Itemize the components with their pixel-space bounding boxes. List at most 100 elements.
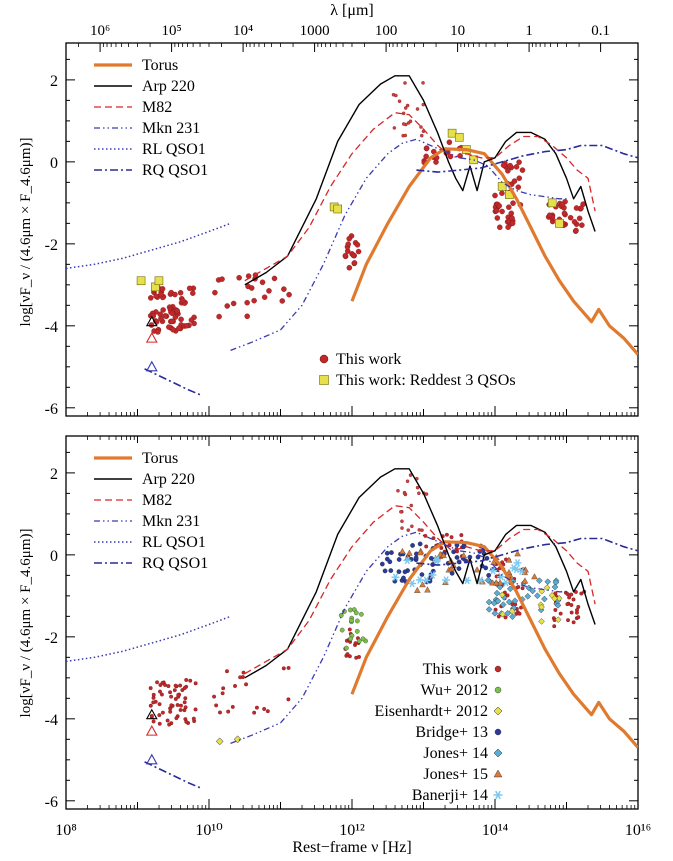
this-work-point <box>401 122 406 126</box>
literature-point <box>406 549 413 556</box>
this-work-point <box>565 602 570 607</box>
this-work-point <box>151 700 156 705</box>
literature-point <box>492 579 500 586</box>
this-work-point <box>173 683 178 688</box>
literature-point <box>498 591 506 599</box>
literature-point <box>536 577 543 584</box>
template-line-arp-220 <box>244 75 596 286</box>
this-work-point <box>496 614 501 619</box>
this-work-point <box>265 709 270 714</box>
this-work-point <box>353 641 358 646</box>
this-work-point <box>510 200 516 206</box>
this-work-point <box>415 107 420 111</box>
this-work-point <box>403 133 408 138</box>
legend-label: Torus <box>142 450 178 467</box>
literature-point <box>416 549 424 556</box>
legend-label: Jones+ 15 <box>423 766 488 783</box>
legend-marker <box>319 354 329 364</box>
legend-label: RL QSO1 <box>142 534 206 551</box>
this-work-point <box>186 285 193 292</box>
template-line-torus <box>350 540 638 749</box>
this-work-point <box>569 610 574 615</box>
this-work-point <box>516 585 521 589</box>
literature-point <box>538 618 545 625</box>
this-work-point <box>244 313 250 320</box>
this-work-point <box>509 215 515 221</box>
this-work-point <box>148 703 153 708</box>
literature-point <box>354 618 360 624</box>
this-work-point <box>220 691 225 696</box>
x-tick-label: 10¹⁶ <box>625 822 651 839</box>
literature-point <box>419 581 426 588</box>
literature-point <box>505 556 513 563</box>
reddest-qso-marker <box>454 132 464 142</box>
legend-label: RQ QSO1 <box>142 555 208 572</box>
literature-point <box>493 589 501 597</box>
this-work-point <box>516 159 522 165</box>
this-work-point <box>251 297 257 304</box>
this-work-point <box>509 220 516 227</box>
this-work-point <box>160 681 165 685</box>
this-work-point <box>151 719 156 724</box>
literature-point <box>554 602 562 609</box>
this-work-point <box>579 591 584 596</box>
this-work-point <box>183 696 188 701</box>
this-work-point <box>155 329 161 335</box>
literature-point <box>485 606 493 613</box>
this-work-point <box>157 702 162 707</box>
literature-point <box>401 575 406 581</box>
bottom-panel-legend: Torus Arp 220 M82 Mkn 231 RL QSO1 RQ QSO1 This… <box>94 450 503 804</box>
this-work-point <box>392 126 397 130</box>
literature-point <box>551 583 559 591</box>
this-work-point <box>492 192 498 199</box>
this-work-point <box>499 208 505 215</box>
literature-point <box>440 551 447 558</box>
this-work-point <box>172 291 178 298</box>
legend-label: Jones+ 14 <box>423 745 488 762</box>
literature-point <box>554 616 562 623</box>
literature-point <box>499 610 506 618</box>
this-work-point <box>516 175 523 181</box>
this-work-point <box>286 697 291 702</box>
this-work-point <box>160 307 166 313</box>
legend-label: Bridge+ 13 <box>415 724 488 741</box>
this-work-point <box>165 718 170 723</box>
literature-point <box>379 561 385 567</box>
literature-point <box>414 586 421 593</box>
literature-point <box>491 610 499 617</box>
literature-point <box>419 572 425 577</box>
this-work-point <box>496 203 502 209</box>
this-work-point <box>157 721 162 726</box>
this-work-point <box>184 678 189 682</box>
literature-point <box>410 543 415 548</box>
this-work-point <box>248 285 255 291</box>
top-x-tick-label: 10⁴ <box>233 23 253 39</box>
literature-point <box>544 578 552 585</box>
this-work-point <box>157 713 162 718</box>
open-triangle-marker <box>145 331 158 343</box>
open-triangle-marker <box>145 724 158 736</box>
this-work-point <box>166 684 171 689</box>
this-work-point <box>519 167 526 173</box>
x-tick-label: 10¹⁰ <box>195 822 222 839</box>
this-work-point <box>244 682 249 687</box>
template-line-rq-qso1 <box>416 144 638 173</box>
open-triangle-marker <box>145 360 158 372</box>
this-work-point <box>244 299 250 306</box>
legend-label: This work <box>336 351 401 368</box>
literature-point <box>415 576 424 584</box>
this-work-point <box>345 652 350 657</box>
literature-point <box>521 577 529 584</box>
legend-marker <box>493 706 503 716</box>
this-work-point <box>579 222 585 228</box>
literature-point <box>396 569 402 575</box>
literature-point <box>509 613 516 620</box>
literature-point <box>384 556 390 562</box>
y-tick-label: 0 <box>50 155 58 172</box>
this-work-point <box>403 81 407 85</box>
this-work-point <box>499 190 505 196</box>
this-work-point <box>420 133 424 138</box>
this-work-point <box>500 560 505 565</box>
literature-point <box>356 638 362 644</box>
this-work-point <box>419 125 423 129</box>
